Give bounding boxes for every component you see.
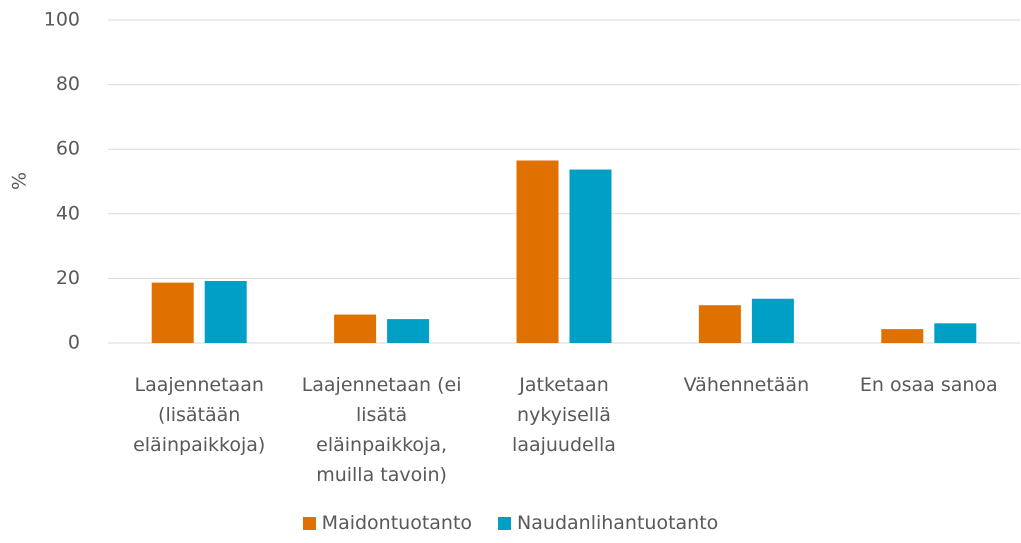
legend: Maidontuotanto Naudanlihantuotanto	[0, 512, 1021, 534]
bar	[516, 160, 559, 343]
y-tick-label: 80	[56, 73, 80, 95]
y-tick-label: 60	[56, 138, 80, 160]
x-tick-label: Laajennetaan (lisätään eläinpaikkoja)	[133, 374, 266, 456]
bar	[569, 169, 612, 343]
y-tick-label: 20	[56, 267, 80, 289]
bar	[751, 298, 794, 343]
legend-swatch	[302, 516, 316, 530]
bar	[204, 280, 247, 343]
bar	[334, 314, 377, 343]
x-tick-label: Vähennetään	[683, 374, 810, 396]
y-tick-label: 100	[44, 9, 80, 31]
legend-swatch	[498, 516, 512, 530]
y-axis-label: %	[9, 172, 31, 190]
legend-label: Naudanlihantuotanto	[517, 512, 719, 534]
bar	[934, 323, 977, 343]
legend-item: Naudanlihantuotanto	[498, 512, 718, 534]
bar	[698, 305, 741, 343]
x-tick-label: Jatketaan nykyisellä laajuudella	[512, 374, 616, 456]
legend-item: Maidontuotanto	[302, 512, 473, 534]
bar	[387, 319, 430, 343]
bar	[151, 282, 194, 343]
y-tick-label: 0	[68, 332, 80, 354]
x-tick-label: Laajennetaan (ei lisätä eläinpaikkoja, m…	[301, 374, 462, 486]
bar	[881, 329, 924, 343]
legend-label: Maidontuotanto	[321, 512, 473, 534]
x-tick-label: En osaa sanoa	[859, 374, 998, 396]
y-tick-label: 40	[56, 202, 80, 224]
